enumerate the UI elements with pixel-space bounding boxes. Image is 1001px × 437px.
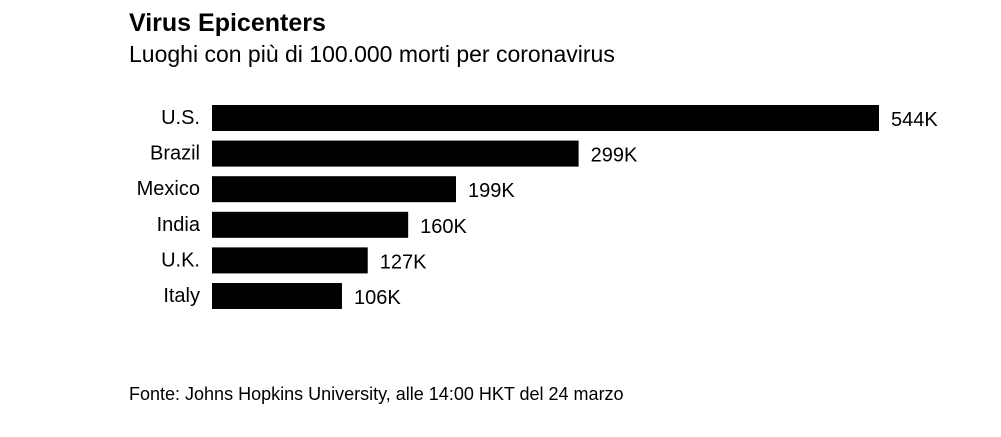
value-label: 127K <box>380 251 427 273</box>
category-label: Mexico <box>137 178 200 200</box>
category-label: Italy <box>163 285 200 307</box>
category-label: India <box>157 214 201 236</box>
bar <box>212 211 409 238</box>
value-label: 106K <box>354 287 401 309</box>
source-note: Fonte: Johns Hopkins University, alle 14… <box>129 384 624 404</box>
bar <box>212 140 579 167</box>
category-label: U.K. <box>161 249 200 271</box>
chart-title: Virus Epicenters <box>129 9 326 37</box>
value-label: 544K <box>891 109 938 131</box>
value-label: 299K <box>591 145 638 167</box>
bar <box>212 247 368 274</box>
bar <box>212 105 879 131</box>
value-label: 160K <box>420 216 467 238</box>
value-label: 199K <box>468 180 515 202</box>
chart-subtitle: Luoghi con più di 100.000 morti per coro… <box>129 41 615 67</box>
bar <box>212 176 456 203</box>
category-label: Brazil <box>150 143 200 165</box>
bar <box>212 283 342 309</box>
category-label: U.S. <box>161 107 200 129</box>
